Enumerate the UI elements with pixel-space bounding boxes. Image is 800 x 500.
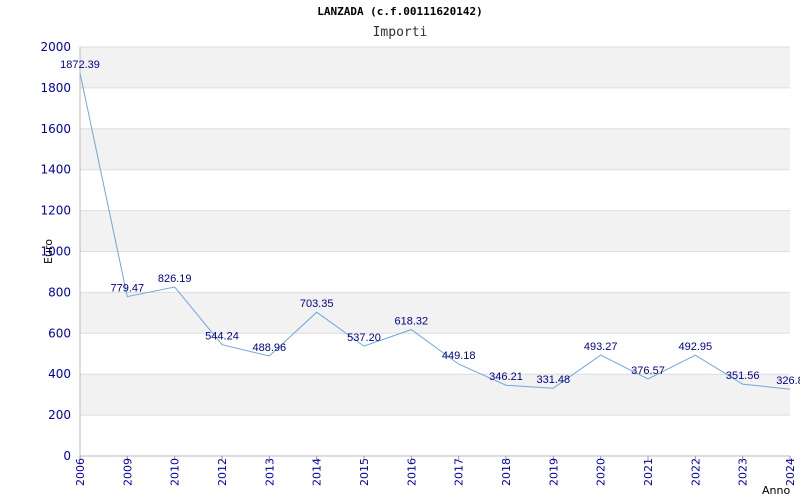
grid-bands — [80, 47, 790, 416]
grid-band — [80, 128, 790, 170]
y-tick-label: 400 — [48, 367, 71, 381]
y-axis-ticks: 0 200 400 600 800 1000 1200 1400 1600 1800 2000 — [40, 40, 71, 463]
gridlines — [80, 46, 790, 457]
data-label: 492.95 — [679, 341, 713, 353]
x-axis-label: Anno — [762, 484, 790, 497]
chart-subtitle: Importi — [372, 25, 428, 40]
data-labels: 1872.39 779.47 826.19 544.24 488.96 703.35 537… — [60, 59, 800, 387]
y-axis-label: Euro — [42, 239, 55, 264]
data-label: 544.24 — [205, 331, 239, 343]
grid-band — [80, 210, 790, 252]
data-label: 351.56 — [726, 370, 760, 382]
data-label: 826.19 — [158, 273, 192, 285]
grid-band — [80, 374, 790, 416]
data-label: 331.48 — [537, 374, 571, 386]
y-tick-label: 2000 — [40, 40, 71, 54]
grid-band — [80, 292, 790, 334]
data-label: 703.35 — [300, 298, 334, 310]
y-tick-label: 800 — [48, 285, 71, 299]
y-tick-label: 1400 — [40, 163, 71, 177]
series-polyline — [79, 72, 791, 390]
data-label: 537.20 — [347, 332, 381, 344]
x-tick-label: 2013 — [263, 458, 276, 486]
data-label: 346.21 — [489, 371, 523, 383]
y-tick-label: 1600 — [40, 122, 71, 136]
y-tick-label: 1200 — [40, 204, 71, 218]
y-tick-label: 1000 — [40, 245, 71, 259]
data-label: 488.96 — [253, 342, 287, 354]
x-tick-label: 2020 — [595, 458, 608, 486]
y-tick-label: 0 — [63, 449, 71, 463]
x-tick-label: 2019 — [547, 458, 560, 486]
data-label: 449.18 — [442, 350, 476, 362]
x-tick-label: 2022 — [689, 458, 702, 486]
x-tick-label: 2006 — [74, 458, 87, 486]
y-tick-label: 1800 — [40, 81, 71, 95]
x-tick-label: 2012 — [216, 458, 229, 486]
data-label: 376.57 — [631, 365, 665, 377]
data-label: 779.47 — [111, 283, 145, 295]
x-tick-label: 2015 — [358, 458, 371, 486]
x-tick-label: 2009 — [121, 458, 134, 486]
y-tick-label: 600 — [48, 326, 71, 340]
x-axis-ticks: 2006 2009 2010 2012 2013 2014 2015 2016 2017 2018… — [74, 456, 797, 486]
axes — [79, 47, 790, 457]
x-tick-label: 2010 — [169, 458, 182, 486]
grid-band — [80, 47, 790, 88]
data-label: 618.32 — [395, 316, 429, 328]
x-tick-label: 2016 — [405, 458, 418, 486]
x-tick-label: 2024 — [784, 458, 797, 486]
series-line — [79, 72, 791, 390]
x-tick-label: 2023 — [737, 458, 750, 486]
chart-title: LANZADA (c.f.00111620142) — [317, 5, 483, 18]
data-label: 493.27 — [584, 341, 618, 353]
data-label: 1872.39 — [60, 59, 100, 71]
x-tick-label: 2014 — [311, 458, 324, 486]
x-tick-label: 2021 — [642, 458, 655, 486]
x-tick-label: 2017 — [453, 458, 466, 486]
data-label: 326.8 — [776, 375, 800, 387]
y-tick-label: 200 — [48, 408, 71, 422]
x-tick-label: 2018 — [500, 458, 513, 486]
